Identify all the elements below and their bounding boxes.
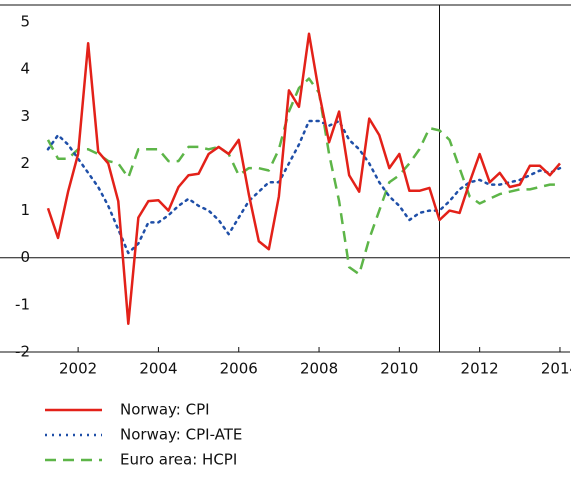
x-tick-label: 2002 <box>59 360 97 378</box>
x-tick-label: 2012 <box>461 360 499 378</box>
x-tick-label: 2010 <box>380 360 418 378</box>
y-tick-label: -1 <box>15 295 30 313</box>
legend-label: Euro area: HCPI <box>120 451 237 469</box>
legend-label: Norway: CPI <box>120 401 210 419</box>
y-tick-label: 4 <box>20 60 30 78</box>
y-tick-label: 1 <box>20 201 30 219</box>
legend-label: Norway: CPI-ATE <box>120 426 242 444</box>
y-tick-label: 2 <box>20 154 30 172</box>
y-tick-label: 5 <box>20 13 30 31</box>
x-tick-label: 2014 <box>541 360 571 378</box>
series-line <box>46 119 562 255</box>
y-tick-label: 3 <box>20 107 30 125</box>
x-tick-label: 2008 <box>300 360 338 378</box>
x-tick-label: 2004 <box>139 360 177 378</box>
x-tick-label: 2006 <box>220 360 258 378</box>
series-line <box>46 32 561 325</box>
